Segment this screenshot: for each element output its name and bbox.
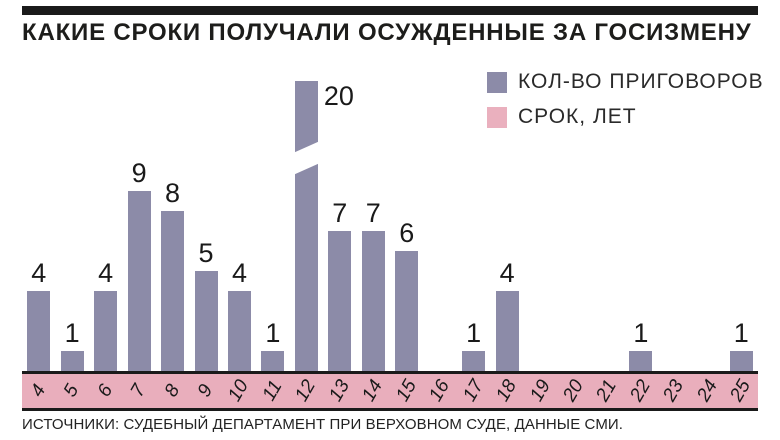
- legend-row-years: СРОК, ЛЕТ: [487, 105, 764, 129]
- bar: [629, 351, 653, 371]
- bar-value-label: 6: [399, 218, 415, 248]
- legend-swatch-band-icon: [487, 106, 507, 128]
- bar: [294, 81, 318, 371]
- bar: [395, 251, 419, 371]
- bar: [161, 211, 185, 371]
- x-axis-band: 4 5 6 7 8 9 10 11 12 13 14 15 16 17 18 19 20 21 22 23 24 25: [22, 374, 758, 408]
- bar-value-label: 1: [466, 318, 482, 348]
- legend-swatch-bar-icon: [487, 71, 507, 93]
- x-tick-label: 16: [425, 376, 455, 406]
- page-title: КАКИЕ СРОКИ ПОЛУЧАЛИ ОСУЖДЕННЫЕ ЗА ГОСИЗ…: [22, 19, 752, 46]
- x-tick-label: 24: [693, 376, 722, 406]
- x-tick-label: 11: [258, 376, 287, 405]
- x-tick-label: 9: [193, 380, 218, 401]
- bar: [94, 291, 118, 371]
- x-tick-label: 6: [93, 380, 117, 401]
- bar: [361, 231, 385, 371]
- bar-value-label: 1: [633, 318, 649, 348]
- bar: [227, 291, 251, 371]
- bar-value-label: 8: [165, 178, 181, 208]
- plot-area: 4 1 4 9 8 5 4 1 20 7 7 6 1 4 1 1: [22, 60, 758, 371]
- bar-value-label: 9: [131, 158, 147, 188]
- x-tick-label: 25: [726, 376, 756, 406]
- legend-label-count: КОЛ-ВО ПРИГОВОРОВ: [518, 70, 764, 93]
- x-tick-label: 7: [126, 380, 151, 401]
- x-tick-label: 10: [224, 376, 254, 406]
- bar: [194, 271, 218, 371]
- bar-value-label: 4: [98, 258, 114, 288]
- x-tick-label: 22: [626, 376, 655, 406]
- x-tick-label: 20: [559, 376, 588, 406]
- bar-value-label: 7: [332, 198, 348, 228]
- bar-value-label: 4: [499, 258, 515, 288]
- bar: [495, 291, 519, 371]
- bar-value-label: 1: [265, 318, 281, 348]
- axis-break-slash: [294, 140, 318, 176]
- title-accent-bar: [22, 6, 758, 15]
- x-tick-label: 4: [26, 380, 51, 401]
- bar-value-label: 1: [733, 318, 749, 348]
- bar: [60, 351, 84, 371]
- x-tick-label: 19: [525, 376, 555, 406]
- bar-value-label: 4: [31, 258, 47, 288]
- bar: [27, 291, 51, 371]
- bar-value-label: 1: [64, 318, 80, 348]
- x-tick-label: 13: [325, 376, 354, 406]
- source-note: ИСТОЧНИКИ: СУДЕБНЫЙ ДЕПАРТАМЕНТ ПРИ ВЕРХ…: [22, 416, 624, 433]
- legend-row-count: КОЛ-ВО ПРИГОВОРОВ: [487, 70, 764, 94]
- bar: [462, 351, 486, 371]
- x-tick-label: 8: [160, 380, 184, 401]
- bar: [729, 351, 753, 371]
- x-tick-label: 12: [291, 376, 321, 406]
- bar-value-label: 20: [323, 81, 354, 111]
- x-tick-label: 17: [458, 376, 488, 406]
- x-tick-label: 5: [60, 380, 84, 401]
- x-tick-label: 21: [592, 376, 622, 406]
- x-tick-label: 23: [659, 376, 689, 406]
- bar-value-label: 4: [231, 258, 247, 288]
- legend-label-years: СРОК, ЛЕТ: [518, 105, 637, 128]
- bar: [328, 231, 352, 371]
- x-axis-line: [22, 371, 758, 374]
- band-bottom-line: [22, 408, 758, 411]
- bar-value-label: 7: [365, 198, 381, 228]
- x-tick-label: 14: [358, 376, 388, 406]
- x-tick-label: 15: [391, 376, 421, 406]
- x-tick-label: 18: [492, 376, 522, 406]
- legend: КОЛ-ВО ПРИГОВОРОВ СРОК, ЛЕТ: [487, 70, 764, 129]
- bar: [261, 351, 285, 371]
- bar: [127, 191, 151, 371]
- bar-value-label: 5: [198, 238, 214, 268]
